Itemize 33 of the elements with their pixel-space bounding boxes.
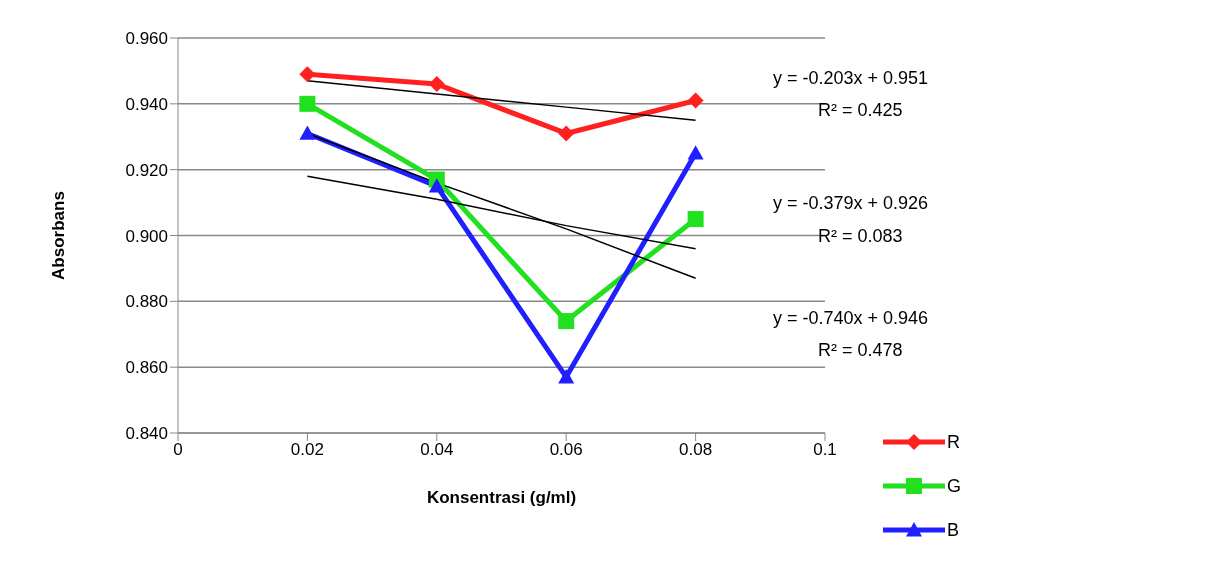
annotation: y = -0.740x + 0.946 [773,308,929,329]
y-tick-label: 0.960 [125,29,168,49]
y-tick-label: 0.900 [125,226,168,246]
y-tick-label: 0.920 [125,160,168,180]
point [299,125,316,140]
y-tick-label: 0.840 [125,424,168,444]
annotation: R² = 0.478 [818,340,903,361]
point [299,66,316,83]
point [299,95,316,112]
y-tick-label: 0.860 [125,358,168,378]
annotation: R² = 0.083 [818,226,903,247]
legend-label: G [947,475,962,497]
point [558,313,575,330]
annotation: R² = 0.425 [818,100,903,121]
x-tick-label: 0 [173,440,183,460]
annotation: y = -0.203x + 0.951 [773,68,929,89]
x-axis-title: Konsentrasi (g/ml) [426,488,577,507]
x-tick-label: 0.08 [679,440,713,460]
y-axis-title: Absorbans [49,191,69,280]
x-tick-label: 0.1 [813,440,837,460]
y-tick-label: 0.880 [125,292,168,312]
x-tick-label: 0.06 [549,440,583,460]
x-tick-label: 0.02 [290,440,324,460]
y-tick-label: 0.940 [125,94,168,114]
annotation: y = -0.379x + 0.926 [773,193,929,214]
point [558,369,575,384]
point [558,125,575,142]
x-tick-label: 0.04 [420,440,454,460]
point [687,211,704,228]
point [687,145,704,160]
legend-label: R [947,431,960,453]
point [687,92,704,109]
legend-label: B [947,519,960,541]
